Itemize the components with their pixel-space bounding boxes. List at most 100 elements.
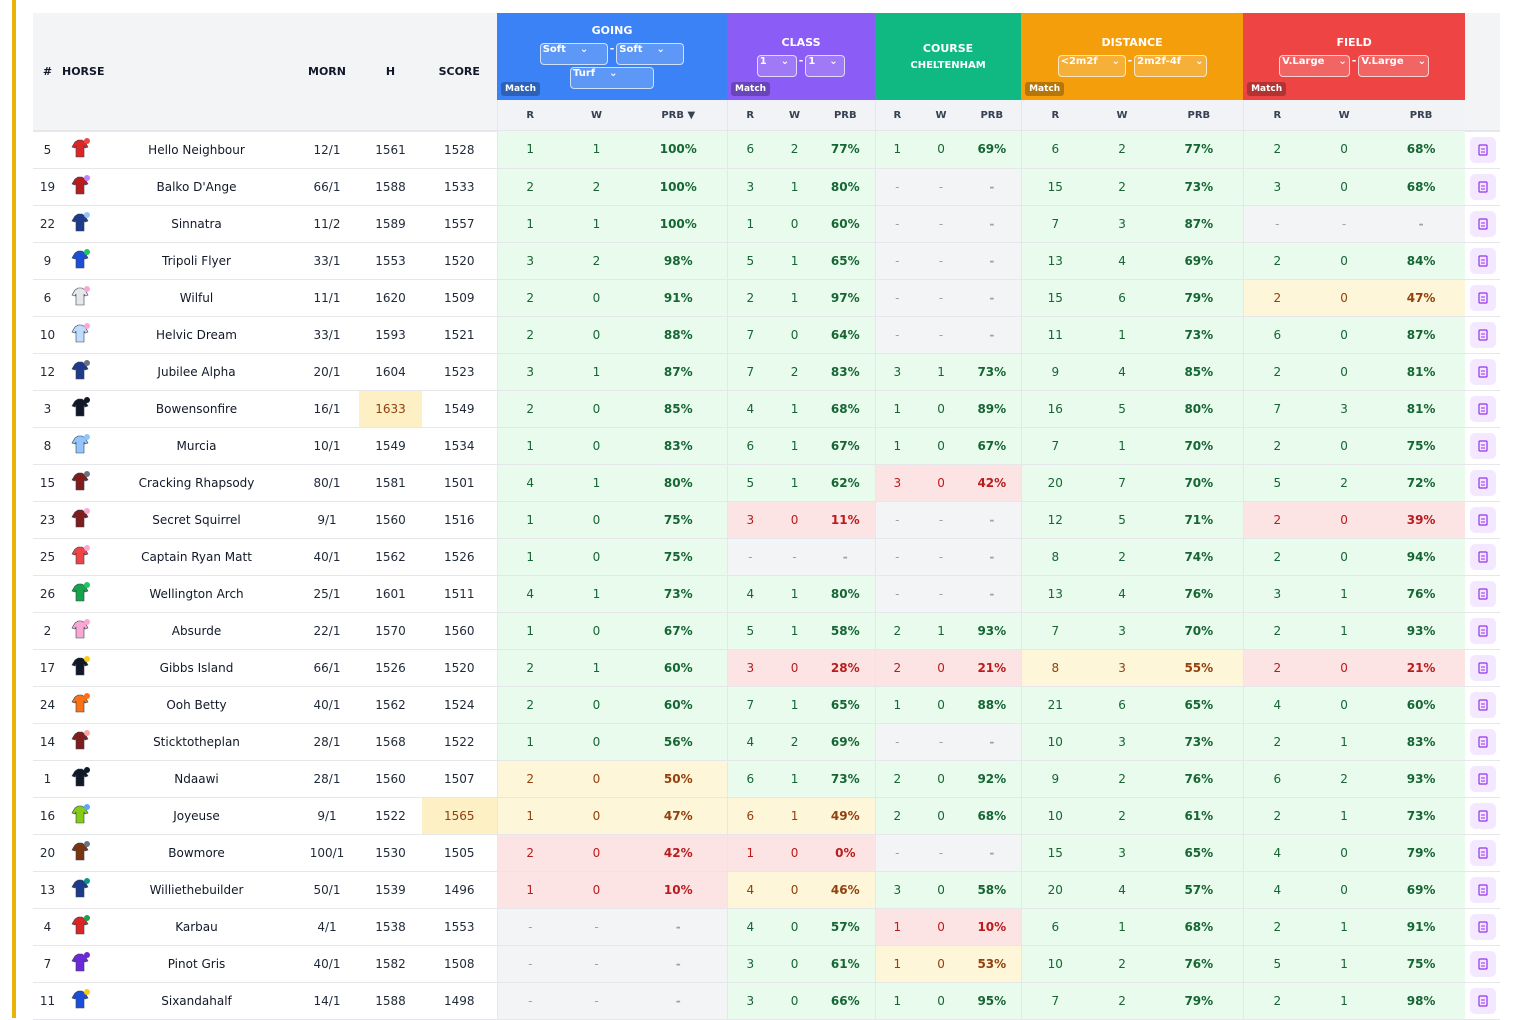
action-button[interactable] <box>1469 321 1496 348</box>
filter-value: Soft <box>542 43 566 55</box>
action-button[interactable] <box>1469 247 1496 274</box>
group-runs: 5 <box>726 242 774 280</box>
action-button[interactable] <box>1469 802 1496 829</box>
group-runs: 1 <box>496 130 563 169</box>
group-prb: 73% <box>1377 797 1466 835</box>
action-button[interactable] <box>1469 839 1496 866</box>
group-wins: 0 <box>563 538 630 576</box>
action-button[interactable] <box>1469 358 1496 385</box>
match-badge[interactable]: Match <box>501 82 541 96</box>
filter-select[interactable]: V.Large ⌄ <box>1279 54 1350 77</box>
action-icon <box>1477 772 1488 785</box>
action-cell <box>1465 760 1501 798</box>
action-button[interactable] <box>1469 210 1496 237</box>
runner-number: 22 <box>33 205 62 243</box>
group-wins: 0 <box>563 797 630 835</box>
group-prb: 69% <box>1155 242 1244 280</box>
morning-odds: 11/2 <box>295 205 359 243</box>
filter-select[interactable]: <2m2f ⌄ <box>1057 54 1126 77</box>
score: 1534 <box>422 427 497 465</box>
action-button[interactable] <box>1469 876 1496 903</box>
runner-number: 2 <box>33 612 62 650</box>
group-prb: 75% <box>1377 427 1466 465</box>
match-badge[interactable]: Match <box>731 82 771 96</box>
action-button[interactable] <box>1469 469 1496 496</box>
match-badge[interactable]: Match <box>1025 82 1065 96</box>
filter-select[interactable]: 1 ⌄ <box>805 54 846 77</box>
silks-icon <box>62 649 98 687</box>
group-wins: 0 <box>919 464 964 502</box>
action-cell <box>1465 316 1501 354</box>
group-runs: 9 <box>1020 353 1090 391</box>
action-button[interactable] <box>1469 728 1496 755</box>
filter-select[interactable]: 2m2f-4f ⌄ <box>1134 54 1207 77</box>
table-wrap: # HORSE MORN H SCORE GOING Soft ⌄ - Soft ⌄ Turf ⌄ Mat… <box>33 13 1501 1020</box>
h-rating: 1588 <box>359 982 422 1020</box>
group-wins: 2 <box>1089 797 1156 835</box>
filter-select[interactable]: 1 ⌄ <box>756 54 797 77</box>
horse-name: Helvic Dream <box>98 316 295 354</box>
score: 1508 <box>422 945 497 983</box>
morning-odds: 16/1 <box>295 390 359 428</box>
morning-odds: 33/1 <box>295 316 359 354</box>
runner-number: 26 <box>33 575 62 613</box>
group-runs: 10 <box>1020 723 1090 761</box>
group-prb: - <box>963 538 1022 576</box>
action-button[interactable] <box>1469 987 1496 1014</box>
match-badge[interactable]: Match <box>1247 82 1287 96</box>
sort-indicator[interactable]: ▼ <box>687 109 696 121</box>
action-button[interactable] <box>1469 284 1496 311</box>
action-button[interactable] <box>1469 173 1496 200</box>
action-button[interactable] <box>1469 950 1496 977</box>
filter-select[interactable]: V.Large ⌄ <box>1358 54 1430 77</box>
group-runs: 1 <box>874 982 920 1020</box>
subheader: PRB <box>963 100 1022 131</box>
filter-select[interactable]: Soft ⌄ <box>539 42 608 65</box>
silks-icon <box>62 760 98 798</box>
column-header: H <box>359 13 422 132</box>
score: 1507 <box>422 760 497 798</box>
action-button[interactable] <box>1469 432 1496 459</box>
group-prb: - <box>630 945 728 983</box>
group-prb: 57% <box>816 908 876 946</box>
score: 1557 <box>422 205 497 243</box>
chevron: ⌄ <box>829 55 838 67</box>
action-button[interactable] <box>1469 765 1496 792</box>
group-wins: 0 <box>1311 649 1378 687</box>
group-runs: 1 <box>496 427 563 465</box>
filter-row: Soft ⌄ - Soft ⌄ <box>497 42 727 66</box>
group-runs: - <box>874 834 920 872</box>
action-icon <box>1477 217 1488 230</box>
group-runs: 2 <box>1242 501 1312 539</box>
group-prb: 21% <box>1377 649 1466 687</box>
action-button[interactable] <box>1469 654 1496 681</box>
group-wins: 0 <box>919 871 964 909</box>
filter-select[interactable]: Turf ⌄ <box>570 66 654 89</box>
group-runs: - <box>1242 205 1312 243</box>
action-button[interactable] <box>1469 691 1496 718</box>
action-button[interactable] <box>1469 506 1496 533</box>
action-button[interactable] <box>1469 580 1496 607</box>
group-subtitle: CHELTENHAM <box>910 60 986 71</box>
action-button[interactable] <box>1469 136 1496 163</box>
action-cell <box>1465 427 1501 465</box>
morning-odds: 40/1 <box>295 538 359 576</box>
score: 1521 <box>422 316 497 354</box>
action-icon <box>1477 180 1488 193</box>
action-button[interactable] <box>1469 617 1496 644</box>
group-prb: 58% <box>963 871 1022 909</box>
action-icon <box>1477 735 1488 748</box>
group-wins: 0 <box>1311 686 1378 724</box>
action-button[interactable] <box>1469 913 1496 940</box>
group-wins: 1 <box>773 686 817 724</box>
group-wins: 1 <box>773 242 817 280</box>
runner-row: 8 Murcia 10/1 1549 1534 1 0 83% 6 1 67% 1 0 67% 7 1 70% 2… <box>33 427 1501 465</box>
group-prb: - <box>963 168 1022 206</box>
group-runs: 20 <box>1020 871 1090 909</box>
silks <box>71 804 90 824</box>
action-button[interactable] <box>1469 543 1496 570</box>
silks <box>71 138 90 158</box>
action-button[interactable] <box>1469 395 1496 422</box>
filter-select[interactable]: Soft ⌄ <box>616 42 685 65</box>
group-runs: 7 <box>1020 205 1090 243</box>
